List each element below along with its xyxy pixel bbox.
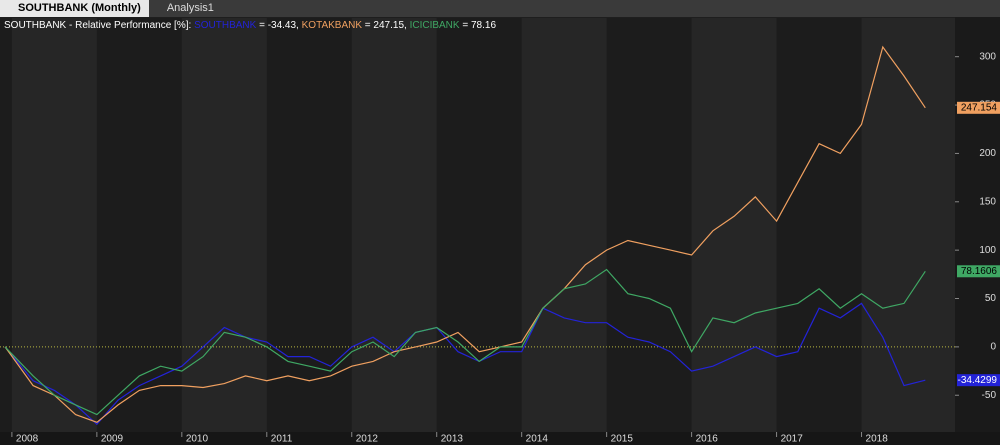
last-value-label: -34.4299 (958, 375, 998, 386)
year-band (11, 18, 97, 432)
x-tick-label: 2015 (611, 434, 634, 445)
legend-name: SOUTHBANK (194, 20, 257, 31)
year-band (521, 18, 607, 432)
x-tick-label: 2018 (866, 434, 889, 445)
plot-area (0, 18, 955, 432)
y-tick-label: 150 (979, 196, 996, 207)
chart: SOUTHBANK - Relative Performance [%]: SO… (0, 17, 1000, 445)
title-text: SOUTHBANK - Relative Performance [%]: (4, 20, 191, 31)
tab[interactable]: Analysis1 (166, 2, 214, 14)
last-value-box (957, 374, 1000, 387)
series-line (4, 45, 926, 423)
year-band (691, 18, 777, 432)
chart-title: SOUTHBANK - Relative Performance [%]: SO… (4, 20, 496, 31)
legend-name: KOTAKBANK (302, 20, 363, 31)
year-band (181, 18, 267, 432)
legend-value: = 78.16 (462, 20, 496, 31)
y-tick-label: 200 (979, 148, 996, 159)
last-value-box (957, 265, 1000, 278)
x-tick-label: 2012 (356, 434, 379, 445)
legend-value: = -34.43, (259, 20, 299, 31)
legend-value: = 247.15, (365, 20, 407, 31)
y-tick-label: 100 (979, 245, 996, 256)
y-tick-label: 50 (985, 293, 997, 304)
x-axis-panel (0, 432, 1000, 445)
x-tick-label: 2013 (441, 434, 464, 445)
x-tick-label: 2010 (186, 434, 209, 445)
x-tick-label: 2014 (526, 434, 549, 445)
x-tick-label: 2011 (271, 434, 293, 445)
series-line (4, 268, 926, 416)
axis-panel (955, 17, 1000, 445)
y-tick-label: 0 (990, 342, 996, 353)
year-band (351, 18, 437, 432)
x-tick-label: 2017 (781, 434, 804, 445)
x-tick-label: 2008 (16, 434, 39, 445)
tab[interactable]: SOUTHBANK (Monthly) (0, 0, 149, 17)
x-tick-label: 2016 (696, 434, 719, 445)
y-tick-label: -50 (982, 390, 997, 401)
year-band (861, 18, 955, 432)
last-value-label: 78.1606 (961, 266, 998, 277)
series-line (4, 302, 926, 426)
last-value-box (957, 101, 1000, 114)
y-tick-label: 300 (979, 51, 996, 62)
legend-name: ICICIBANK (410, 20, 460, 31)
x-tick-label: 2009 (101, 434, 124, 445)
last-value-label: 247.154 (961, 102, 998, 113)
tab-bar: SOUTHBANK (Monthly) Analysis1 (0, 0, 1000, 17)
